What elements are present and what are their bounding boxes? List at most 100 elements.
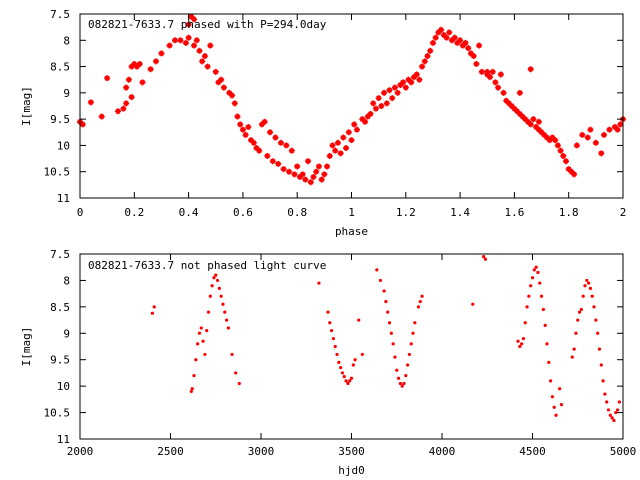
data-point	[326, 310, 330, 314]
data-point	[435, 29, 442, 36]
x-tick-label: 5000	[610, 445, 637, 458]
data-point	[348, 137, 355, 144]
data-point	[384, 299, 388, 304]
x-tick-label: 0	[77, 206, 84, 219]
data-point	[98, 113, 105, 120]
data-point	[185, 21, 192, 28]
data-point	[199, 326, 203, 330]
data-point	[123, 84, 130, 91]
data-point	[381, 89, 388, 96]
x-tick-label: 2500	[157, 445, 184, 458]
data-point	[242, 131, 249, 138]
x-tick-label: 0.4	[179, 206, 199, 219]
data-point	[558, 387, 562, 391]
data-point	[226, 89, 233, 96]
y-tick-label: 11	[57, 433, 70, 446]
data-point	[467, 50, 474, 57]
data-point	[382, 289, 386, 293]
data-point	[166, 42, 173, 49]
data-point	[432, 34, 439, 41]
data-point	[307, 179, 314, 186]
y-tick-label: 9.5	[50, 113, 70, 126]
data-point	[457, 37, 464, 44]
data-point	[221, 302, 225, 306]
data-point	[400, 79, 407, 86]
data-point	[541, 131, 548, 138]
data-point	[131, 60, 138, 67]
data-point	[547, 360, 551, 364]
data-point	[199, 58, 206, 65]
data-point	[560, 152, 567, 159]
data-point	[398, 381, 402, 386]
data-point	[182, 39, 189, 46]
data-point	[529, 284, 533, 288]
data-point	[596, 331, 600, 335]
data-point	[520, 342, 524, 346]
data-point	[261, 118, 268, 125]
raw-light-curve-panel: 2000 2500 3000 3500 4000 4500 5000 7.5 8 8.5 9 9.5…	[20, 248, 636, 477]
data-point	[158, 50, 165, 57]
data-point	[375, 95, 382, 102]
data-point	[79, 121, 86, 128]
data-point	[535, 126, 542, 133]
data-point	[328, 321, 332, 325]
data-point	[329, 142, 336, 149]
data-point	[523, 321, 527, 325]
data-point	[349, 376, 354, 380]
raw-y-axis: 7.5 8 8.5 9 9.5 10 10.5 11	[44, 248, 623, 446]
data-point	[230, 352, 234, 357]
data-point	[324, 163, 331, 170]
x-tick-label: 2	[620, 206, 627, 219]
data-point	[598, 150, 605, 157]
data-point	[188, 13, 195, 20]
data-point	[291, 171, 298, 178]
data-point	[402, 84, 409, 91]
data-point	[215, 278, 220, 283]
data-point	[534, 265, 538, 269]
data-point	[152, 305, 156, 309]
y-tick-label: 10	[57, 380, 70, 393]
data-point	[473, 60, 480, 67]
data-point	[351, 363, 355, 367]
data-point	[210, 284, 214, 288]
data-point	[587, 281, 591, 285]
raw-x-axis: 2000 2500 3000 3500 4000 4500 5000	[67, 254, 637, 458]
data-point	[549, 379, 553, 383]
x-tick-label: 3000	[248, 445, 275, 458]
data-point	[614, 126, 621, 133]
data-point	[318, 176, 325, 183]
data-point	[313, 168, 320, 175]
data-point	[364, 113, 371, 120]
data-point	[565, 166, 572, 173]
data-point	[614, 410, 618, 415]
data-point	[516, 339, 520, 343]
y-tick-label: 8.5	[50, 61, 70, 74]
data-point	[192, 373, 196, 378]
data-point	[172, 37, 179, 44]
data-point	[229, 92, 236, 99]
data-point	[120, 105, 127, 112]
data-point	[471, 302, 475, 306]
data-point	[256, 147, 263, 154]
data-point	[573, 142, 580, 149]
x-tick-label: 0.2	[124, 206, 144, 219]
data-point	[395, 368, 399, 372]
data-point	[554, 142, 561, 149]
data-point	[459, 42, 466, 49]
data-point	[196, 342, 200, 346]
y-tick-label: 10	[57, 139, 70, 152]
data-point	[592, 139, 599, 146]
data-point	[337, 150, 344, 157]
data-point	[440, 32, 447, 39]
data-point	[601, 379, 605, 383]
data-point	[231, 100, 238, 107]
data-point	[326, 152, 333, 159]
data-point	[250, 139, 257, 146]
data-point	[189, 389, 193, 394]
data-point	[536, 270, 540, 275]
data-point	[524, 118, 531, 125]
data-point	[219, 294, 223, 298]
data-point	[588, 286, 593, 290]
data-point	[332, 147, 339, 154]
data-point	[406, 363, 410, 367]
